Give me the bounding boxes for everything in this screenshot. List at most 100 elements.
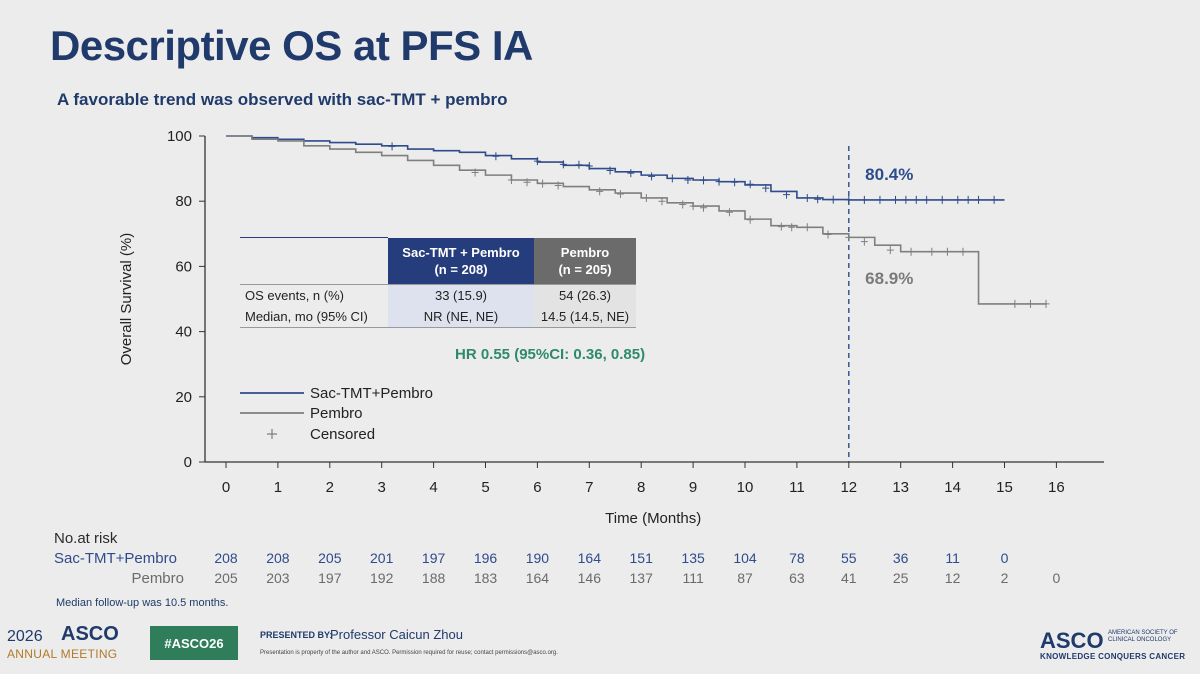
risk-row-label: Pembro (131, 570, 184, 587)
table-cell-sac: 33 (15.9) (388, 283, 534, 306)
censor-mark (845, 195, 853, 204)
y-tick-label: 80 (175, 193, 192, 210)
x-tick-label: 11 (789, 479, 805, 496)
risk-value: 41 (841, 570, 857, 586)
y-tick-label: 0 (184, 454, 192, 471)
censor-mark (507, 176, 515, 185)
censor-mark (746, 215, 754, 224)
censor-mark (762, 184, 770, 193)
table-header-sac-n: (n = 208) (434, 261, 488, 277)
censor-mark (777, 222, 785, 231)
censor-mark (539, 179, 547, 188)
risk-value: 208 (214, 550, 238, 566)
censor-mark (492, 152, 500, 161)
censor-mark (892, 195, 900, 204)
landmark-label: 80.4% (865, 165, 913, 184)
censor-mark (533, 157, 541, 166)
censor-mark (975, 195, 983, 204)
y-tick-label: 40 (175, 324, 192, 341)
asco-logo: ASCO (1040, 628, 1104, 653)
censor-mark (814, 195, 822, 204)
followup-note: Median follow-up was 10.5 months. (56, 597, 229, 609)
risk-value: 164 (577, 550, 601, 566)
censor-mark (585, 161, 593, 170)
table-row-label: OS events, n (%) (240, 283, 388, 306)
risk-value: 36 (892, 550, 909, 566)
risk-value: 190 (525, 550, 550, 566)
censor-mark (876, 195, 884, 204)
risk-value: 0 (1000, 550, 1009, 566)
censor-mark (959, 247, 967, 256)
risk-value: 205 (214, 570, 238, 586)
risk-value: 164 (525, 570, 550, 586)
risk-value: 196 (473, 550, 498, 566)
risk-value: 135 (681, 550, 705, 566)
x-tick-label: 14 (944, 479, 961, 496)
x-tick-label: 9 (689, 479, 697, 496)
risk-value: 208 (266, 550, 290, 566)
risk-value: 205 (318, 550, 342, 566)
censor-mark (954, 195, 962, 204)
censor-mark (964, 195, 972, 204)
x-tick-label: 16 (1048, 479, 1065, 496)
risk-value: 78 (789, 550, 805, 566)
censor-mark (699, 176, 707, 185)
stats-table: Sac-TMT + Pembro (n = 208) Pembro (n = 2… (240, 237, 636, 328)
risk-value: 203 (266, 570, 290, 586)
x-tick-label: 10 (737, 479, 754, 496)
x-tick-label: 6 (533, 479, 541, 496)
risk-value: 137 (629, 570, 653, 586)
risk-value: 2 (1000, 570, 1009, 586)
censor-mark (1026, 299, 1034, 308)
risk-value: 146 (577, 570, 601, 586)
risk-value: 197 (318, 570, 342, 586)
censor-mark (627, 169, 635, 178)
legend-label: Sac-TMT+Pembro (310, 385, 433, 402)
presenter-name: Professor Caicun Zhou (330, 627, 463, 642)
table-row: Median, mo (95% CI) NR (NE, NE) 14.5 (14… (240, 305, 636, 328)
table-cell-pem: 14.5 (14.5, NE) (534, 305, 636, 328)
censor-mark (731, 178, 739, 187)
risk-value: 183 (473, 570, 498, 586)
censor-mark (725, 208, 733, 217)
x-axis-label: Time (Months) (605, 510, 701, 527)
censor-mark (554, 181, 562, 190)
censor-mark (938, 195, 946, 204)
censor-mark (699, 203, 707, 212)
risk-value: 63 (789, 570, 805, 586)
risk-value: 151 (629, 550, 653, 566)
table-header-pem-label: Pembro (560, 244, 610, 260)
footer-year: 2026 (7, 628, 43, 645)
x-tick-label: 2 (326, 479, 334, 496)
risk-value: 11 (945, 550, 960, 566)
y-tick-label: 20 (175, 389, 192, 406)
risk-table-header: No.at risk (54, 530, 118, 547)
x-tick-label: 0 (222, 479, 230, 496)
legend-censor-icon (267, 429, 277, 439)
censor-mark (902, 195, 910, 204)
censor-mark (886, 246, 894, 255)
asco-logo-tagline: KNOWLEDGE CONQUERS CANCER (1040, 652, 1186, 661)
presented-by-label: PRESENTED BY: (260, 630, 333, 640)
risk-value: 188 (421, 570, 446, 586)
y-axis-label: Overall Survival (%) (118, 233, 135, 366)
censor-mark (923, 195, 931, 204)
risk-value: 55 (841, 550, 857, 566)
risk-value: 0 (1052, 570, 1061, 586)
table-header-pem: Pembro (n = 205) (534, 237, 636, 284)
hashtag-badge: #ASCO26 (150, 626, 238, 660)
table-corner (240, 237, 388, 284)
table-cell-sac: NR (NE, NE) (388, 305, 534, 328)
censor-mark (1011, 299, 1019, 308)
risk-value: 87 (737, 570, 753, 586)
x-tick-label: 7 (585, 479, 593, 496)
table-cell-pem: 54 (26.3) (534, 283, 636, 306)
censor-mark (559, 160, 567, 169)
risk-value: 201 (370, 550, 394, 566)
censor-mark (658, 197, 666, 206)
risk-value: 192 (370, 570, 394, 586)
risk-value: 104 (733, 550, 757, 566)
legend-label: Censored (310, 426, 375, 443)
footer-brand: ASCO (61, 623, 119, 645)
censor-mark (668, 174, 676, 183)
